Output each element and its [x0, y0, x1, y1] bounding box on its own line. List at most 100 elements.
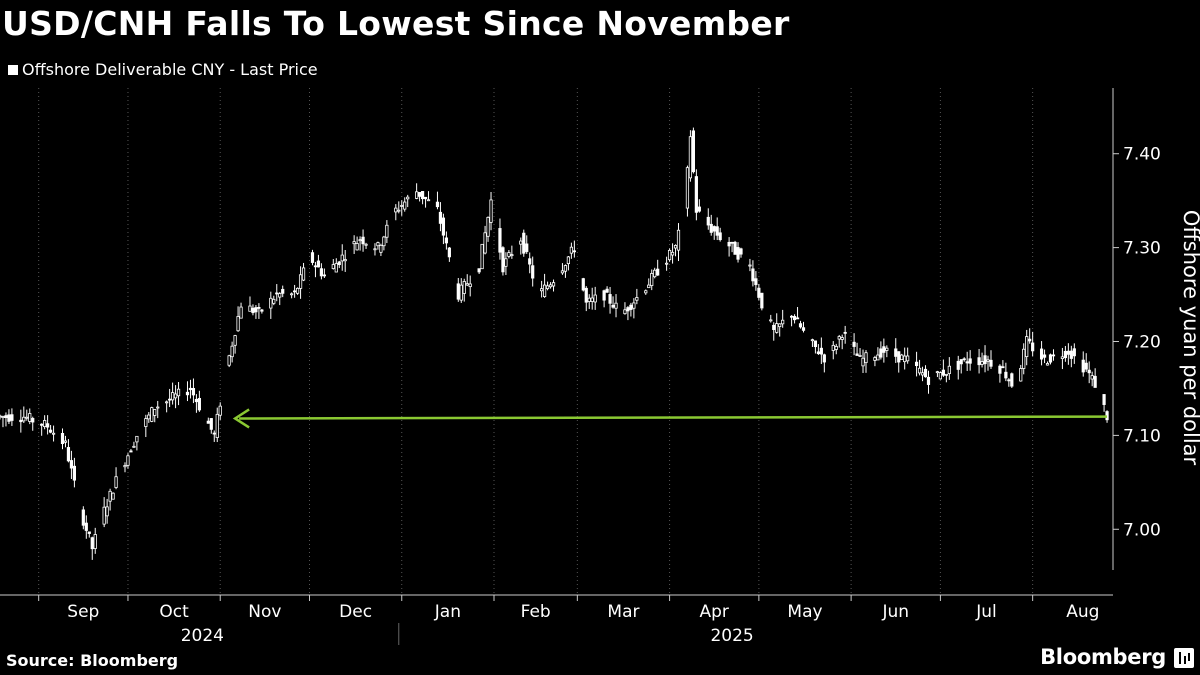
- price-bar-body: [548, 284, 553, 288]
- price-bar-body: [739, 248, 743, 255]
- price-bar-body: [420, 191, 425, 200]
- x-tick-label: May: [787, 602, 822, 622]
- price-bar-body: [727, 241, 731, 247]
- price-bar-body: [468, 283, 472, 288]
- price-bar-body: [944, 373, 948, 376]
- price-bar-body: [623, 309, 627, 315]
- x-tick-label: Oct: [159, 602, 189, 622]
- price-bar-body: [260, 309, 264, 312]
- price-bar-body: [1048, 354, 1053, 363]
- x-tick-label: Sep: [67, 602, 99, 622]
- price-bar-body: [697, 206, 701, 212]
- price-bar-body: [400, 205, 404, 207]
- price-bar-body: [105, 506, 109, 517]
- x-tick-label: Aug: [1066, 602, 1099, 622]
- price-bar-body: [709, 223, 713, 233]
- price-bar-body: [194, 398, 199, 403]
- price-bar-body: [173, 393, 178, 399]
- price-bar-body: [730, 241, 734, 244]
- price-bar-body: [114, 476, 118, 488]
- price-bar-body: [843, 331, 847, 334]
- price-bar-body: [441, 217, 446, 236]
- price-bar-body: [965, 361, 969, 364]
- price-bar-body: [670, 251, 675, 256]
- price-bar-body: [602, 290, 606, 301]
- annotation-arrow: [232, 408, 1108, 429]
- price-bar-body: [185, 391, 190, 396]
- price-bar-body: [257, 307, 261, 309]
- price-bar-body: [236, 316, 240, 332]
- price-bar-body: [959, 359, 963, 365]
- price-bar-body: [191, 388, 196, 396]
- price-bar-body: [694, 176, 698, 213]
- legend-swatch: [8, 64, 18, 75]
- price-bar-body: [215, 413, 219, 438]
- price-bar-body: [810, 339, 815, 342]
- price-bar-body: [126, 455, 130, 466]
- price-bar-body: [816, 351, 820, 355]
- price-bar-body: [93, 534, 97, 549]
- price-bar-body: [313, 265, 318, 268]
- price-bar-body: [352, 241, 356, 245]
- x-tick-label: Jan: [434, 602, 461, 622]
- price-bar-body: [31, 418, 35, 423]
- price-bar-body: [355, 243, 359, 251]
- price-bar-body: [754, 278, 758, 286]
- price-bar-body: [667, 249, 672, 261]
- price-bar-body: [650, 273, 654, 286]
- price-bar-body: [123, 465, 127, 468]
- price-bar-body: [486, 216, 490, 237]
- price-bar-body: [647, 284, 651, 289]
- price-bar-body: [920, 372, 925, 376]
- price-bar-body: [688, 136, 693, 179]
- price-bar-body: [153, 409, 157, 416]
- price-bar-body: [560, 270, 565, 274]
- price-bar-body: [769, 319, 773, 322]
- price-bar-body: [917, 367, 922, 374]
- price-bar-body: [295, 287, 300, 294]
- annotation-line: [239, 415, 1108, 420]
- y-tick-label: 7.30: [1123, 239, 1161, 259]
- price-bar-body: [626, 307, 630, 312]
- price-bar-body: [507, 252, 511, 257]
- price-bar-body: [545, 285, 550, 290]
- price-bar-body: [483, 232, 487, 254]
- x-axis: Sep Oct Nov Dec Jan Feb Mar Apr May Jun Jul Aug 2024…: [0, 594, 1113, 646]
- price-bar-body: [795, 317, 800, 320]
- price-bar-body: [751, 268, 755, 282]
- legend: Offshore Deliverable CNY - Last Price: [8, 60, 318, 79]
- price-bar-body: [629, 304, 633, 310]
- price-bar-body: [418, 192, 422, 197]
- legend-label: Offshore Deliverable CNY - Last Price: [22, 60, 318, 79]
- price-bar-body: [301, 267, 306, 281]
- price-bar-body: [281, 288, 285, 294]
- price-bar-body: [593, 294, 597, 303]
- price-bar-body: [278, 293, 282, 298]
- y-tick-label: 7.10: [1123, 426, 1161, 446]
- price-bar-body: [894, 348, 898, 357]
- price-bar-body: [941, 369, 945, 376]
- price-bar-body: [337, 261, 341, 266]
- price-bar-body: [144, 418, 148, 427]
- price-bar-body: [712, 226, 716, 232]
- price-bar-body: [569, 246, 573, 254]
- price-bar-body: [983, 355, 987, 365]
- price-bar-body: [986, 359, 990, 362]
- price-bar-body: [501, 247, 505, 273]
- price-bar-body: [673, 245, 678, 249]
- price-bar-body: [1060, 356, 1065, 359]
- price-bar-body: [644, 290, 648, 294]
- x-tick-label: Jun: [881, 602, 909, 622]
- price-bar-body: [51, 432, 56, 435]
- price-bar-body: [376, 242, 380, 247]
- price-bar-body: [635, 297, 639, 301]
- price-bar-body: [102, 506, 106, 525]
- price-bar-body: [977, 357, 981, 366]
- price-bar-body: [40, 423, 44, 426]
- price-bar-body: [1025, 336, 1029, 358]
- price-bar-body: [462, 281, 466, 294]
- x-tick-label: Mar: [607, 602, 639, 622]
- price-bar-body: [129, 450, 133, 453]
- year-label: 2025: [710, 626, 753, 646]
